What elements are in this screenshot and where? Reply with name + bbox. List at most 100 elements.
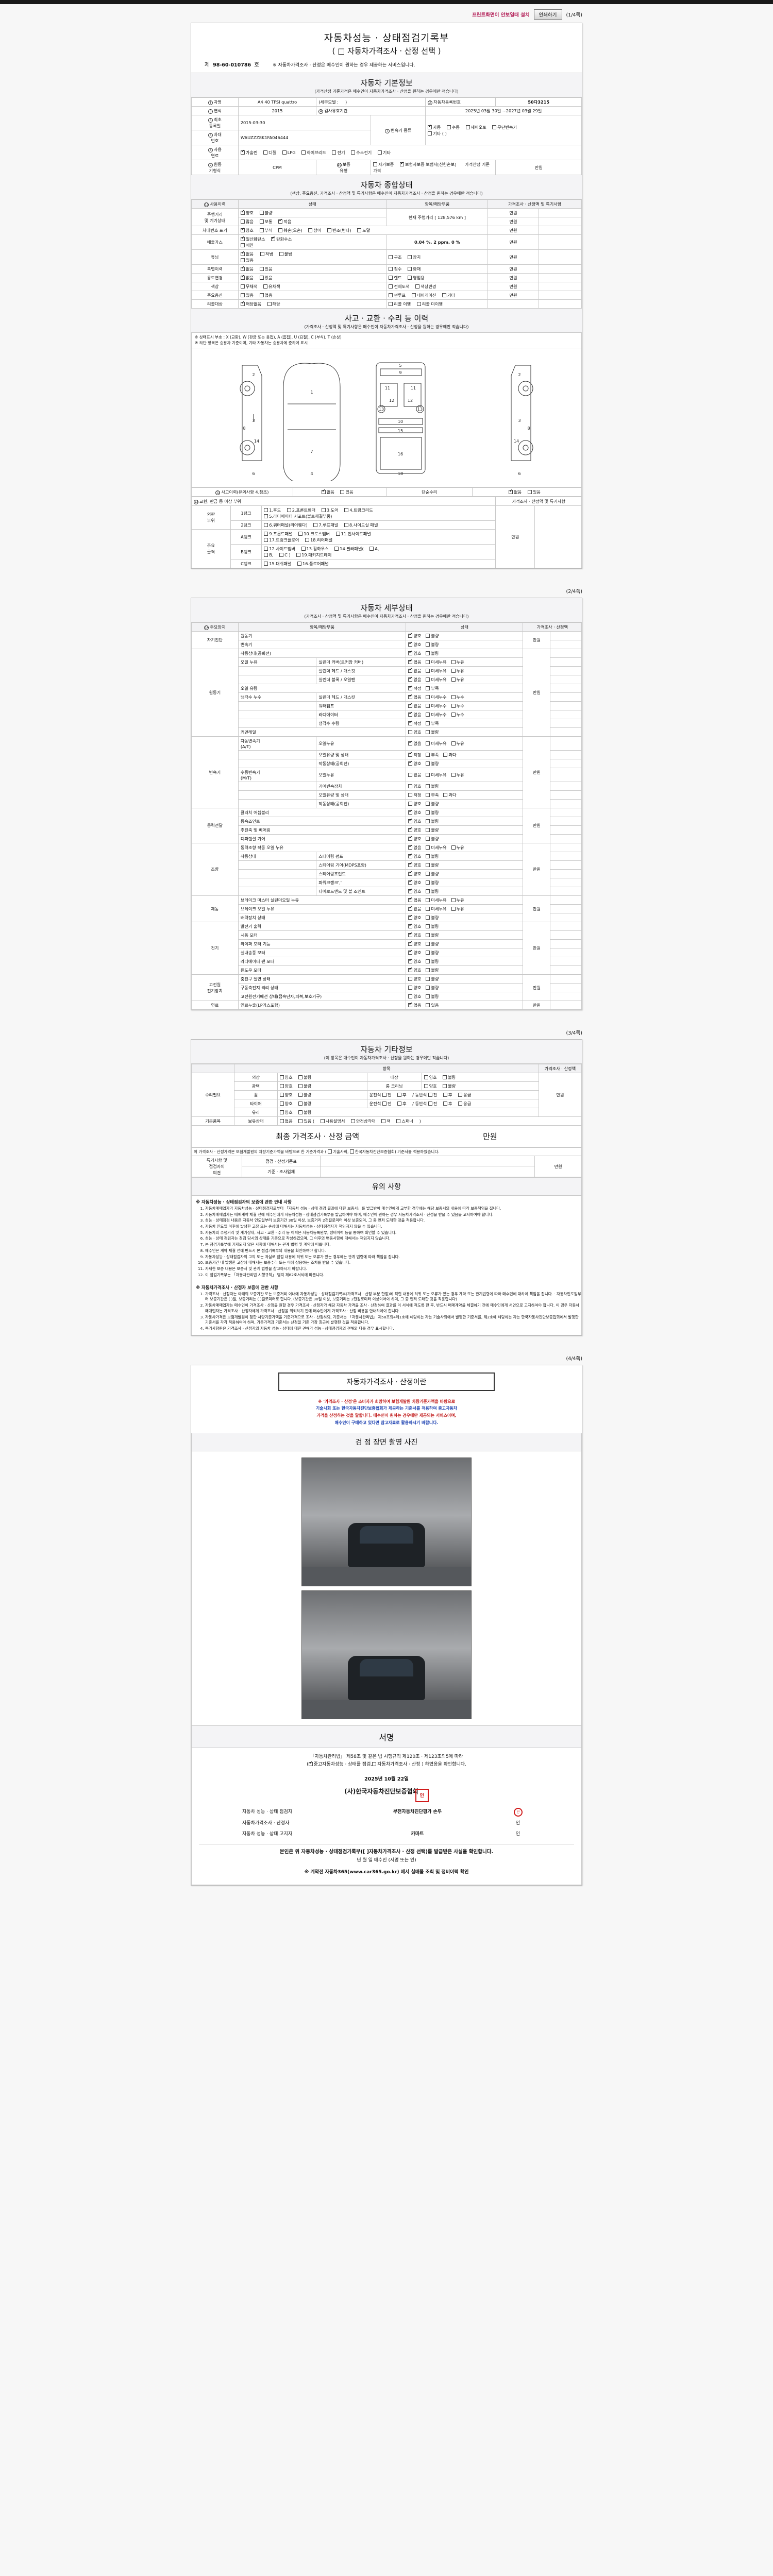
detail-opt-4-2-1[interactable]: 불량 <box>426 862 439 868</box>
detail-opt-5-1-2[interactable]: 누유 <box>451 906 464 912</box>
detail-opt-4-1-0[interactable]: 양호 <box>408 853 421 859</box>
detail-opt-2-5-2[interactable]: 과다 <box>443 792 457 798</box>
trans-opt-cvt[interactable]: 무단변속기 <box>492 124 517 130</box>
recall-opt-done[interactable]: 리콜 이행 <box>389 301 411 307</box>
vin-opt-diff[interactable]: 상이 <box>308 227 321 233</box>
detail-opt-1-6-1[interactable]: 미세누수 <box>426 703 447 709</box>
mileage-opt-normal[interactable]: 보통 <box>259 218 273 225</box>
detail-opt-2-2-0[interactable]: 양호 <box>408 760 421 767</box>
legal-opt-b[interactable]: 자동차가격조사 · 산정 ) 하였음을 확인합니다. <box>377 1762 466 1768</box>
detail-opt-1-9-1[interactable]: 불량 <box>426 729 439 735</box>
detail-opt-1-3-1[interactable]: 미세누유 <box>426 676 447 683</box>
fuel-opt-hybrid[interactable]: 하이브리드 <box>301 149 326 156</box>
part-wheel-house[interactable]: 13.휠하우스 <box>301 546 329 552</box>
detail-opt-4-1-1[interactable]: 불량 <box>426 853 439 859</box>
wheel-pass-front[interactable]: 전 <box>428 1092 437 1098</box>
part-pillar-panel[interactable]: 14.필러패널( <box>334 546 364 552</box>
detail-opt-6-4-1[interactable]: 불량 <box>426 958 439 964</box>
detail-opt-6-5-0[interactable]: 양호 <box>408 967 421 973</box>
hold-opt-exist[interactable]: 있음 ( <box>298 1118 314 1124</box>
tire-driver-front[interactable]: 전 <box>382 1100 391 1107</box>
detail-opt-1-4-0[interactable]: 적정 <box>408 685 421 691</box>
wheel-spare[interactable]: 응급 <box>458 1092 471 1098</box>
detail-opt-4-2-0[interactable]: 양호 <box>408 862 421 868</box>
accident-opt-exist[interactable]: 있음 <box>340 489 354 495</box>
vin-opt-altered[interactable]: 변조(변타) <box>327 227 351 233</box>
detail-opt-1-8-1[interactable]: 부족 <box>426 720 439 726</box>
detail-opt-2-6-0[interactable]: 양호 <box>408 801 421 807</box>
detail-opt-0-1-0[interactable]: 양호 <box>408 641 421 648</box>
detail-opt-5-0-1[interactable]: 미세누유 <box>426 897 447 903</box>
part-inside-panel[interactable]: 11.인사이드패널 <box>335 531 371 537</box>
detail-opt-7-2-0[interactable]: 양호 <box>408 993 421 999</box>
accident-opt-none[interactable]: 없음 <box>321 489 334 495</box>
detail-opt-7-1-1[interactable]: 불량 <box>426 985 439 991</box>
detail-opt-3-0-1[interactable]: 불량 <box>426 809 439 816</box>
part-door[interactable]: 3.도어 <box>321 507 339 513</box>
usechange-opt-business[interactable]: 영업용 <box>408 275 425 281</box>
special-opt-flood[interactable]: 침수 <box>389 266 402 272</box>
detail-opt-1-2-2[interactable]: 누유 <box>451 668 464 674</box>
detail-opt-7-1-0[interactable]: 양호 <box>408 985 421 991</box>
wheel-opt-good[interactable]: 양호 <box>279 1092 293 1098</box>
options-opt-other[interactable]: 기타 <box>442 292 455 298</box>
options-opt-navigation[interactable]: 네비게이션 <box>411 292 436 298</box>
detail-opt-6-1-1[interactable]: 불량 <box>426 932 439 938</box>
mileage-opt-few[interactable]: 적음 <box>278 218 291 225</box>
glass-opt-bad[interactable]: 불량 <box>298 1109 311 1115</box>
hold-item-triangle[interactable]: 안전삼각대 <box>350 1118 376 1124</box>
detail-opt-3-0-0[interactable]: 양호 <box>408 809 421 816</box>
detail-opt-4-4-0[interactable]: 양호 <box>408 879 421 886</box>
part-hood[interactable]: 1.후드 <box>264 507 281 513</box>
detail-opt-5-2-1[interactable]: 불량 <box>426 914 439 921</box>
detail-opt-6-2-1[interactable]: 불량 <box>426 941 439 947</box>
detail-opt-0-0-1[interactable]: 불량 <box>426 633 439 639</box>
usechange-opt-exist[interactable]: 있음 <box>259 275 273 281</box>
detail-opt-7-0-0[interactable]: 양호 <box>408 976 421 982</box>
emission-opt-co[interactable]: 일산화탄소 <box>240 236 265 242</box>
detail-opt-2-3-1[interactable]: 미세누유 <box>426 772 447 778</box>
tuning-opt-device[interactable]: 장치 <box>408 254 421 260</box>
part-pillar-b[interactable]: B, <box>264 552 273 557</box>
fuel-opt-hydrogen[interactable]: 수소전기 <box>351 149 372 156</box>
detail-opt-2-5-1[interactable]: 부족 <box>426 792 439 798</box>
detail-opt-1-0-1[interactable]: 불량 <box>426 650 439 656</box>
trans-opt-manual[interactable]: 수동 <box>446 124 460 130</box>
detail-opt-6-1-0[interactable]: 양호 <box>408 932 421 938</box>
trans-opt-auto[interactable]: 자동 <box>428 124 441 130</box>
detail-opt-1-5-0[interactable]: 없음 <box>408 694 421 700</box>
part-floor-panel[interactable]: 16.플로어패널 <box>297 561 329 567</box>
tire-opt-bad[interactable]: 불량 <box>298 1100 311 1107</box>
detail-opt-5-0-0[interactable]: 없음 <box>408 897 421 903</box>
vin-opt-corrosion[interactable]: 부식 <box>259 227 273 233</box>
detail-opt-6-0-0[interactable]: 양호 <box>408 923 421 929</box>
roomclean-opt-good[interactable]: 양호 <box>424 1083 437 1089</box>
tuning-opt-none[interactable]: 없음 <box>240 251 254 257</box>
tuning-opt-exist[interactable]: 있음 <box>240 258 254 263</box>
part-quarter-panel[interactable]: 6.쿼터패널(리어휀다) <box>264 522 308 528</box>
detail-opt-0-1-1[interactable]: 불량 <box>426 641 439 648</box>
detail-opt-1-7-2[interactable]: 누수 <box>451 711 464 718</box>
detail-opt-4-3-0[interactable]: 양호 <box>408 871 421 877</box>
detail-opt-1-3-2[interactable]: 누유 <box>451 676 464 683</box>
detail-opt-4-4-1[interactable]: 불량 <box>426 879 439 886</box>
detail-opt-3-1-0[interactable]: 양호 <box>408 818 421 824</box>
legal-opt-a[interactable]: 중고자동차성능 · 상태를 점검, <box>313 1762 373 1768</box>
detail-opt-0-0-0[interactable]: 양호 <box>408 633 421 639</box>
tuning-opt-legal[interactable]: 적법 <box>260 251 273 257</box>
detail-opt-7-0-1[interactable]: 불량 <box>426 976 439 982</box>
detail-opt-1-1-0[interactable]: 없음 <box>408 659 421 665</box>
polish-opt-good[interactable]: 양호 <box>279 1083 293 1089</box>
detail-opt-8-0-0[interactable]: 없음 <box>408 1002 421 1008</box>
detail-opt-6-4-0[interactable]: 양호 <box>408 958 421 964</box>
detail-opt-2-2-1[interactable]: 불량 <box>426 760 439 767</box>
detail-opt-1-1-2[interactable]: 누유 <box>451 659 464 665</box>
detail-opt-4-5-0[interactable]: 양호 <box>408 888 421 894</box>
vin-opt-good[interactable]: 양호 <box>240 227 254 233</box>
detail-opt-2-3-2[interactable]: 누유 <box>451 772 464 778</box>
detail-opt-5-1-1[interactable]: 미세누유 <box>426 906 447 912</box>
detail-opt-1-3-0[interactable]: 없음 <box>408 676 421 683</box>
part-pillar-c[interactable]: C ) <box>279 552 291 557</box>
price-basis-opt1[interactable]: 기술사회, <box>333 1149 349 1154</box>
tire-pass-front[interactable]: 전 <box>428 1100 437 1107</box>
